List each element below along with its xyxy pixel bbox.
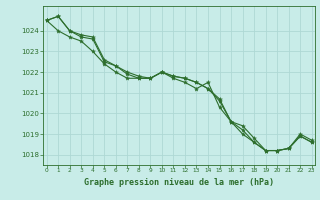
X-axis label: Graphe pression niveau de la mer (hPa): Graphe pression niveau de la mer (hPa)	[84, 178, 274, 187]
